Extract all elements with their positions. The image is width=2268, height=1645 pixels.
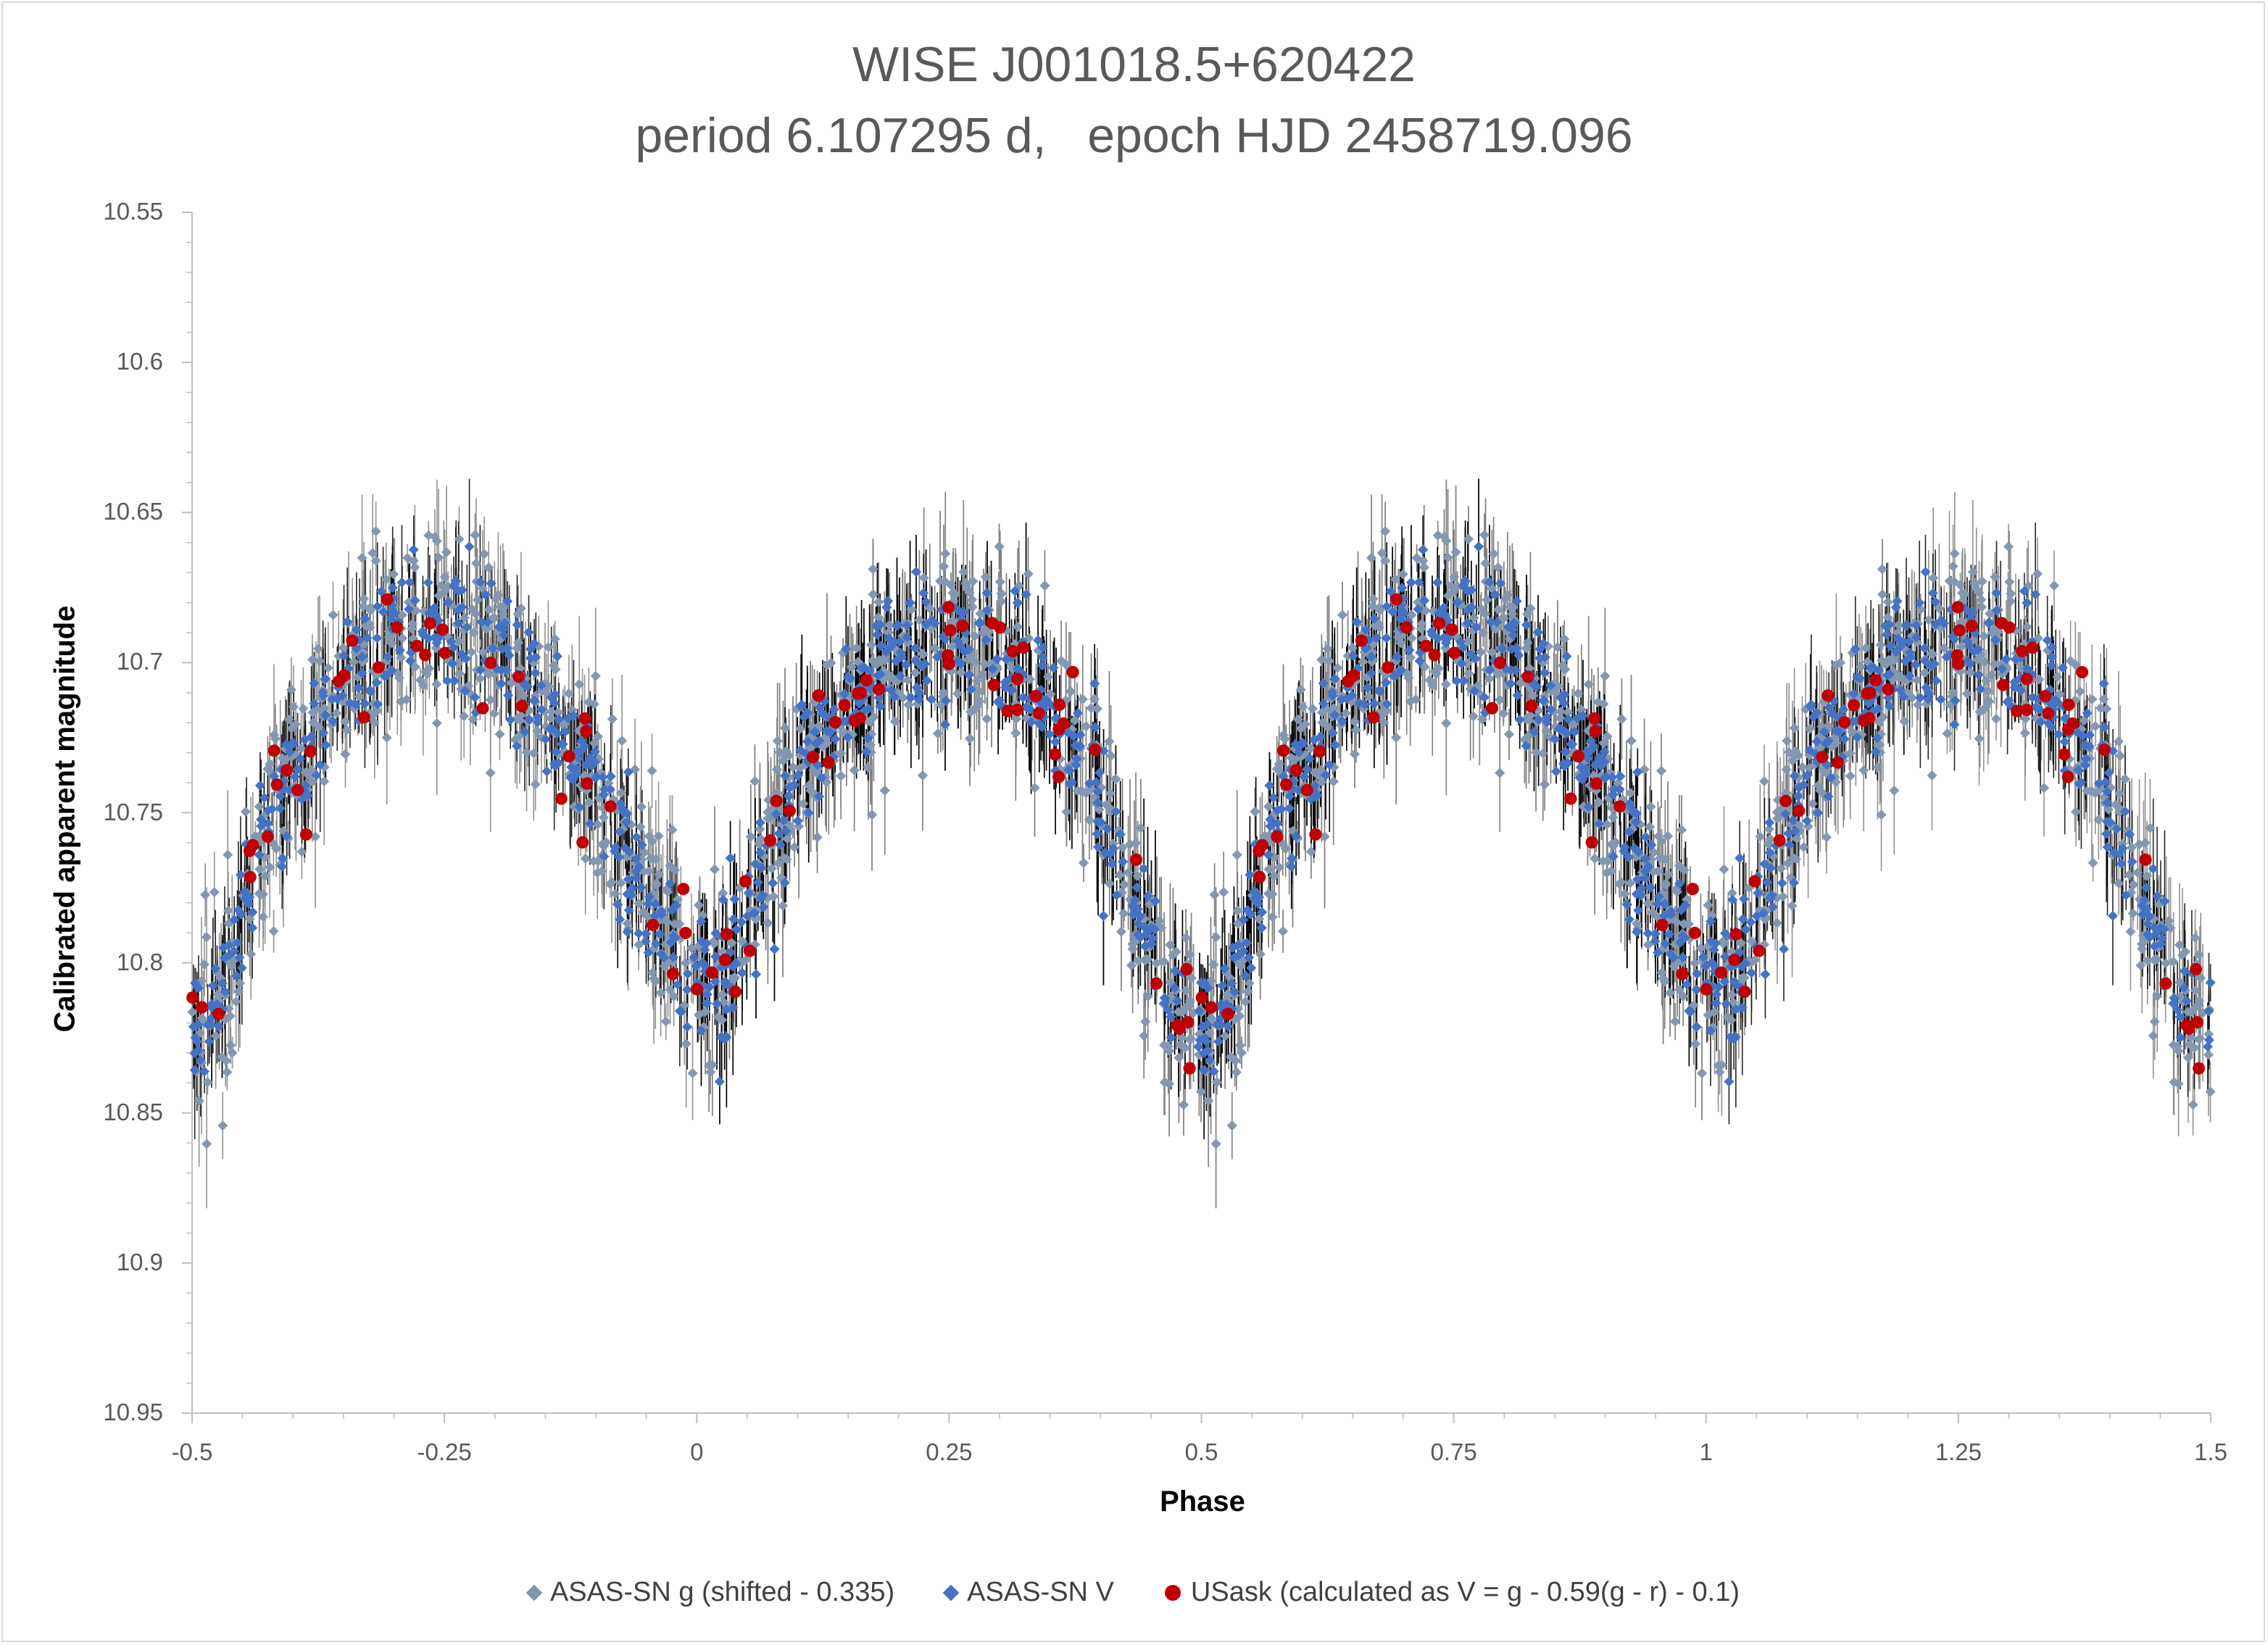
x-tick-label: -0.25 — [417, 1438, 472, 1465]
data-point — [1798, 841, 1809, 852]
data-point — [1861, 643, 1872, 654]
data-point — [1115, 870, 1126, 880]
data-point — [1797, 762, 1808, 772]
data-point — [1492, 562, 1503, 573]
data-point — [1406, 633, 1417, 644]
data-point — [1789, 722, 1800, 733]
data-point — [1986, 670, 1997, 680]
data-point — [2124, 870, 2135, 880]
x-tick-label: 0.5 — [1184, 1438, 1218, 1465]
data-point — [789, 841, 800, 852]
x-tick-label: 1 — [1699, 1438, 1713, 1465]
chart-subtitle: period 6.107295 d, epoch HJD 2458719.096 — [635, 108, 1633, 163]
data-point — [1174, 1052, 1184, 1063]
data-point — [1676, 825, 1687, 836]
x-tick-label: 0.75 — [1430, 1438, 1477, 1465]
data-point — [734, 882, 745, 893]
x-axis-label: Phase — [1160, 1486, 1245, 1517]
data-point — [1104, 878, 1115, 889]
data-point — [1397, 569, 1408, 580]
data-point — [1469, 612, 1479, 623]
data-point — [780, 722, 791, 733]
data-point — [459, 711, 470, 722]
data-point — [259, 870, 270, 881]
data-point — [902, 675, 913, 686]
data-point — [2114, 878, 2124, 889]
data-point — [939, 561, 950, 572]
data-point — [851, 643, 862, 654]
data-point — [454, 668, 465, 679]
data-point — [1159, 957, 1170, 967]
x-tick-label: 0 — [690, 1438, 704, 1465]
data-point — [1039, 580, 1050, 591]
data-point — [976, 670, 987, 680]
data-point — [1468, 711, 1479, 722]
y-tick-label: 10.75 — [103, 798, 163, 825]
data-point — [1928, 572, 1939, 583]
data-point — [1911, 675, 1922, 686]
series-0-errorbars — [191, 479, 2211, 1209]
data-point — [389, 569, 399, 580]
data-point — [1948, 561, 1958, 572]
data-point — [1380, 555, 1391, 566]
data-point — [459, 612, 470, 623]
data-point — [787, 762, 798, 772]
x-tick-label: 0.25 — [926, 1438, 973, 1465]
y-tick-label: 10.9 — [116, 1248, 163, 1275]
data-point — [483, 562, 494, 573]
data-point — [2182, 1052, 2193, 1063]
data-point — [2168, 957, 2179, 967]
data-point — [1463, 668, 1474, 679]
data-point — [1764, 824, 1774, 835]
data-point — [370, 555, 381, 566]
data-point — [918, 572, 929, 583]
x-tick-label: -0.5 — [171, 1438, 213, 1465]
data-point — [1269, 870, 1280, 881]
x-tick-label: 1.5 — [2194, 1438, 2227, 1465]
y-tick-label: 10.55 — [103, 198, 163, 225]
y-tick-label: 10.65 — [103, 498, 163, 525]
data-point — [397, 633, 408, 644]
y-tick-label: 10.7 — [116, 648, 163, 675]
data-point — [2048, 580, 2059, 591]
data-point — [667, 825, 678, 836]
y-tick-label: 10.8 — [116, 948, 163, 975]
y-tick-label: 10.85 — [103, 1098, 163, 1125]
data-point — [980, 572, 991, 583]
y-tick-label: 10.6 — [116, 348, 163, 375]
data-point — [755, 824, 765, 835]
chart-title: WISE J001018.5+620422 — [852, 37, 1416, 92]
data-point — [1990, 572, 2001, 583]
x-tick-label: 1.25 — [1935, 1438, 1982, 1465]
y-tick-label: 10.95 — [103, 1399, 163, 1425]
